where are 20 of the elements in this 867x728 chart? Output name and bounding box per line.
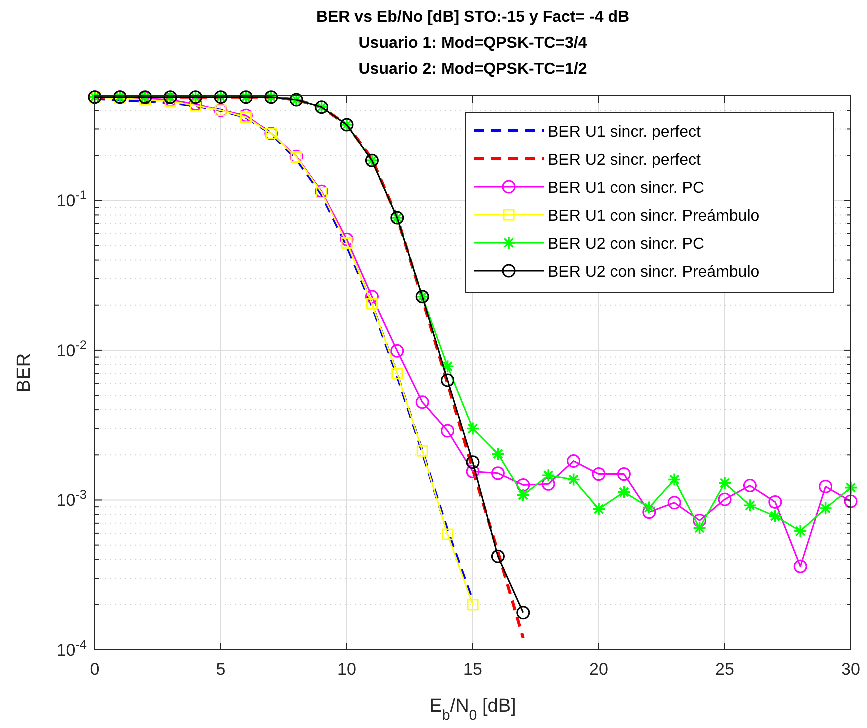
chart-title: BER vs Eb/No [dB] STO:-15 y Fact= -4 dB Usuario 1: Mod=QPSK-TC=3/4 Usuario 2: Mod=QPSK-TC=1/2	[316, 9, 630, 78]
x-tick-label: 30	[842, 660, 860, 679]
legend-label: BER U2 sincr. perfect	[548, 152, 702, 169]
legend-label: BER U1 sincr. perfect	[548, 124, 702, 141]
y-tick-label: 10$^{-3}$	[56, 486, 87, 510]
y-tick-label: 10$^{-2}$	[56, 336, 87, 360]
y-tick-label: 10$^{-4}$	[56, 636, 87, 660]
x-tick-label: 5	[216, 660, 226, 679]
legend-label: BER U1 con sincr. Preámbulo	[548, 208, 760, 225]
x-tick-label: 10	[338, 660, 356, 679]
x-tick-label: 15	[464, 660, 482, 679]
x-axis-title: E$_{b}$/N$_{0}$ [dB]	[430, 696, 516, 724]
y-axis-title: BER	[14, 353, 35, 393]
x-tick-label: 25	[716, 660, 734, 679]
y-tick-label: 10$^{-1}$	[56, 187, 87, 211]
x-tick-label: 0	[90, 660, 100, 679]
x-tick-label: 20	[590, 660, 608, 679]
legend-label: BER U2 con sincr. PC	[548, 236, 704, 253]
legend-label: BER U2 con sincr. Preámbulo	[548, 264, 760, 281]
legend-label: BER U1 con sincr. PC	[548, 180, 704, 197]
